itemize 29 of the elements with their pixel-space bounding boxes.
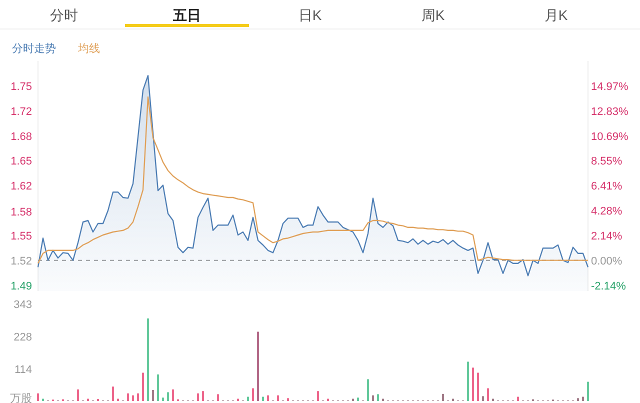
y-tick-label: 1.72: [10, 106, 32, 118]
text: 均线: [77, 42, 100, 55]
y-tick-label: 228: [14, 332, 32, 344]
y2-tick-label: 4.28%: [591, 205, 622, 218]
y-tick-label: 1.58: [10, 206, 32, 218]
y-tick-label: 1.55: [10, 230, 32, 242]
y2-tick-label: 2.14%: [591, 230, 622, 242]
y-tick-label: 1.75: [10, 80, 32, 93]
y2-tick-label: 10.69%: [591, 130, 629, 143]
y2-tick-label: 0.00%: [591, 255, 622, 268]
y2-tick-label: -2.14%: [591, 280, 626, 292]
y-tick-label: 1.62: [10, 180, 32, 193]
y2-tick-label: 12.83%: [591, 106, 629, 118]
y-tick-label: 114: [14, 364, 32, 376]
text: 分时走势: [12, 42, 56, 55]
text: 五日: [172, 7, 201, 23]
y2-tick-label: 14.97%: [591, 80, 629, 93]
text: 日K: [298, 7, 322, 23]
y-tick-label: 343: [14, 299, 32, 311]
line-series: [37, 96, 589, 264]
y2-tick-label: 6.41%: [591, 180, 622, 193]
y-tick-label: 1.68: [10, 130, 32, 143]
text: 月K: [544, 7, 568, 23]
text: 周K: [421, 7, 446, 23]
y-tick-label: 1.49: [10, 280, 32, 292]
y2-tick-label: 8.55%: [591, 156, 622, 168]
text: 分时: [50, 7, 78, 23]
y-tick-label: 1.52: [10, 255, 32, 268]
y-tick-label: 1.65: [10, 156, 32, 168]
